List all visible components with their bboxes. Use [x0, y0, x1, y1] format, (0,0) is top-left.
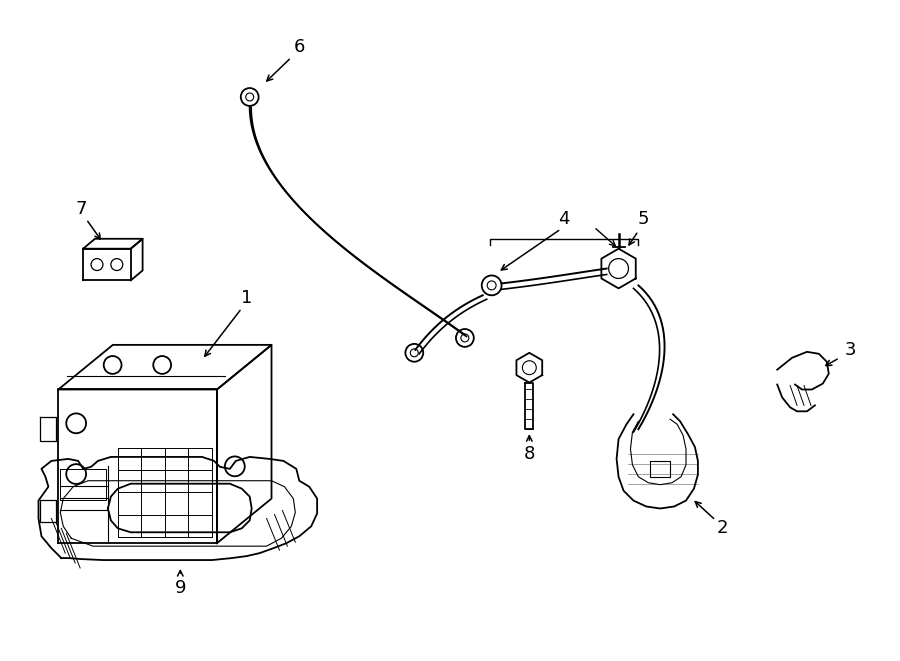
Text: 8: 8: [524, 445, 535, 463]
Text: 1: 1: [241, 290, 252, 307]
Text: 2: 2: [717, 520, 728, 537]
Text: 5: 5: [637, 210, 649, 228]
Text: 9: 9: [175, 579, 186, 597]
Text: 6: 6: [293, 38, 305, 56]
Text: 3: 3: [845, 341, 857, 359]
Text: 7: 7: [76, 200, 87, 218]
Text: 4: 4: [558, 210, 570, 228]
